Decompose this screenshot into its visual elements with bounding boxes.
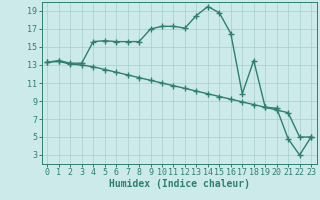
X-axis label: Humidex (Indice chaleur): Humidex (Indice chaleur) — [109, 179, 250, 189]
